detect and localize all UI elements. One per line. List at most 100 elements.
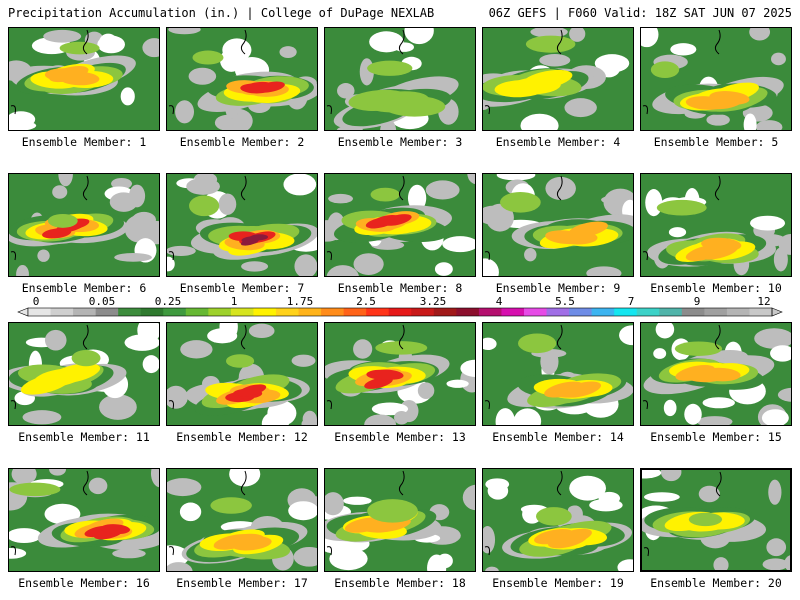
ensemble-member-map: [8, 468, 160, 572]
ensemble-member-label: Ensemble Member: 9: [495, 281, 621, 295]
ensemble-member-map: [8, 322, 160, 426]
precipitation-field: [641, 28, 791, 130]
ensemble-member-label: Ensemble Member: 4: [495, 135, 621, 149]
colorbar-segment: [73, 308, 97, 316]
ensemble-member-label: Ensemble Member: 15: [650, 430, 782, 444]
colorbar-segment: [253, 308, 277, 316]
coastline: [10, 470, 89, 556]
coastline: [168, 175, 247, 261]
coastline: [168, 29, 247, 115]
colorbar-segment: [28, 308, 52, 316]
ensemble-member-label: Ensemble Member: 8: [337, 281, 463, 295]
ensemble-member-label: Ensemble Member: 14: [492, 430, 624, 444]
colorbar-segment: [276, 308, 300, 316]
precipitation-field: [325, 174, 475, 276]
colorbar-segment: [501, 308, 525, 316]
precipitation-field: [167, 28, 317, 130]
colorbar-segment: [591, 308, 615, 316]
ensemble-member-label: Ensemble Member: 11: [18, 430, 150, 444]
colorbar-tick-label: 3.25: [419, 295, 447, 308]
ensemble-member-map: [640, 173, 792, 277]
coastline: [168, 470, 247, 556]
ensemble-member-map: [482, 322, 634, 426]
colorbar-segment: [636, 308, 660, 316]
ensemble-member-label: Ensemble Member: 17: [176, 576, 308, 590]
coastline: [326, 175, 405, 261]
colorbar-segment: [726, 308, 750, 316]
ensemble-member-label: Ensemble Member: 2: [179, 135, 305, 149]
ensemble-member-label: Ensemble Member: 1: [21, 135, 147, 149]
ensemble-member-map: [640, 322, 792, 426]
ensemble-member-map: [8, 173, 160, 277]
ensemble-member-map: [324, 468, 476, 572]
precipitation-field: [167, 323, 317, 425]
coastline: [10, 175, 89, 261]
colorbar-tick-label: 0.05: [88, 295, 116, 308]
colorbar-tick-label: 9: [693, 295, 701, 308]
precipitation-field: [641, 323, 791, 425]
precipitation-colorbar: [17, 307, 783, 317]
colorbar-segment: [524, 308, 548, 316]
colorbar-tick-label: 1: [230, 295, 238, 308]
precipitation-field: [641, 174, 791, 276]
ensemble-member-map: [324, 173, 476, 277]
colorbar-tick-label: 1.75: [286, 295, 314, 308]
colorbar-segment: [433, 308, 457, 316]
precipitation-field: [167, 469, 317, 571]
ensemble-member-map: [8, 27, 160, 131]
precipitation-field: [483, 28, 633, 130]
ensemble-member-map: [166, 322, 318, 426]
precipitation-field: [483, 469, 633, 571]
colorbar-segment: [456, 308, 480, 316]
ensemble-member-map: [324, 322, 476, 426]
coastline: [326, 470, 405, 556]
coastline: [484, 470, 563, 556]
colorbar-segment: [388, 308, 412, 316]
colorbar-segment: [140, 308, 164, 316]
ensemble-member-label: Ensemble Member: 19: [492, 576, 624, 590]
coastline: [10, 324, 89, 410]
ensemble-member-map: [482, 27, 634, 131]
ensemble-member-label: Ensemble Member: 6: [21, 281, 147, 295]
ensemble-member-label: Ensemble Member: 13: [334, 430, 466, 444]
colorbar-min-arrow: [17, 307, 29, 317]
coastline: [484, 175, 563, 261]
colorbar-segment: [208, 308, 232, 316]
colorbar-segment: [614, 308, 638, 316]
colorbar-segment: [50, 308, 74, 316]
colorbar-segment: [185, 308, 209, 316]
colorbar-segment: [118, 308, 142, 316]
colorbar-tick-label: 0: [32, 295, 40, 308]
colorbar-segment: [749, 308, 773, 316]
colorbar-segment: [230, 308, 254, 316]
colorbar-tick-label: 4: [495, 295, 503, 308]
ensemble-member-label: Ensemble Member: 18: [334, 576, 466, 590]
coastline: [642, 324, 721, 410]
coastline: [326, 324, 405, 410]
ensemble-member-map: [166, 27, 318, 131]
colorbar-segment: [343, 308, 367, 316]
page-title: Precipitation Accumulation (in.) | Colle…: [8, 6, 435, 20]
colorbar-segment: [321, 308, 345, 316]
ensemble-member-label: Ensemble Member: 12: [176, 430, 308, 444]
model-run-info: 06Z GEFS | F060 Valid: 18Z SAT JUN 07 20…: [488, 6, 792, 20]
precipitation-field: [325, 323, 475, 425]
ensemble-member-map: [482, 173, 634, 277]
ensemble-member-label: Ensemble Member: 7: [179, 281, 305, 295]
precipitation-field: [9, 323, 159, 425]
colorbar-segment: [569, 308, 593, 316]
colorbar-segment: [681, 308, 705, 316]
coastline: [643, 471, 722, 557]
ensemble-member-map: [166, 468, 318, 572]
ensemble-member-label: Ensemble Member: 10: [650, 281, 782, 295]
ensemble-member-label: Ensemble Member: 16: [18, 576, 150, 590]
precipitation-field: [642, 470, 790, 570]
colorbar-max-arrow: [771, 307, 783, 317]
precipitation-field: [9, 28, 159, 130]
colorbar-segment: [659, 308, 683, 316]
colorbar-tick-label: 12: [757, 295, 771, 308]
coastline: [642, 29, 721, 115]
coastline: [484, 324, 563, 410]
precipitation-field: [483, 323, 633, 425]
ensemble-member-map: [640, 468, 792, 572]
